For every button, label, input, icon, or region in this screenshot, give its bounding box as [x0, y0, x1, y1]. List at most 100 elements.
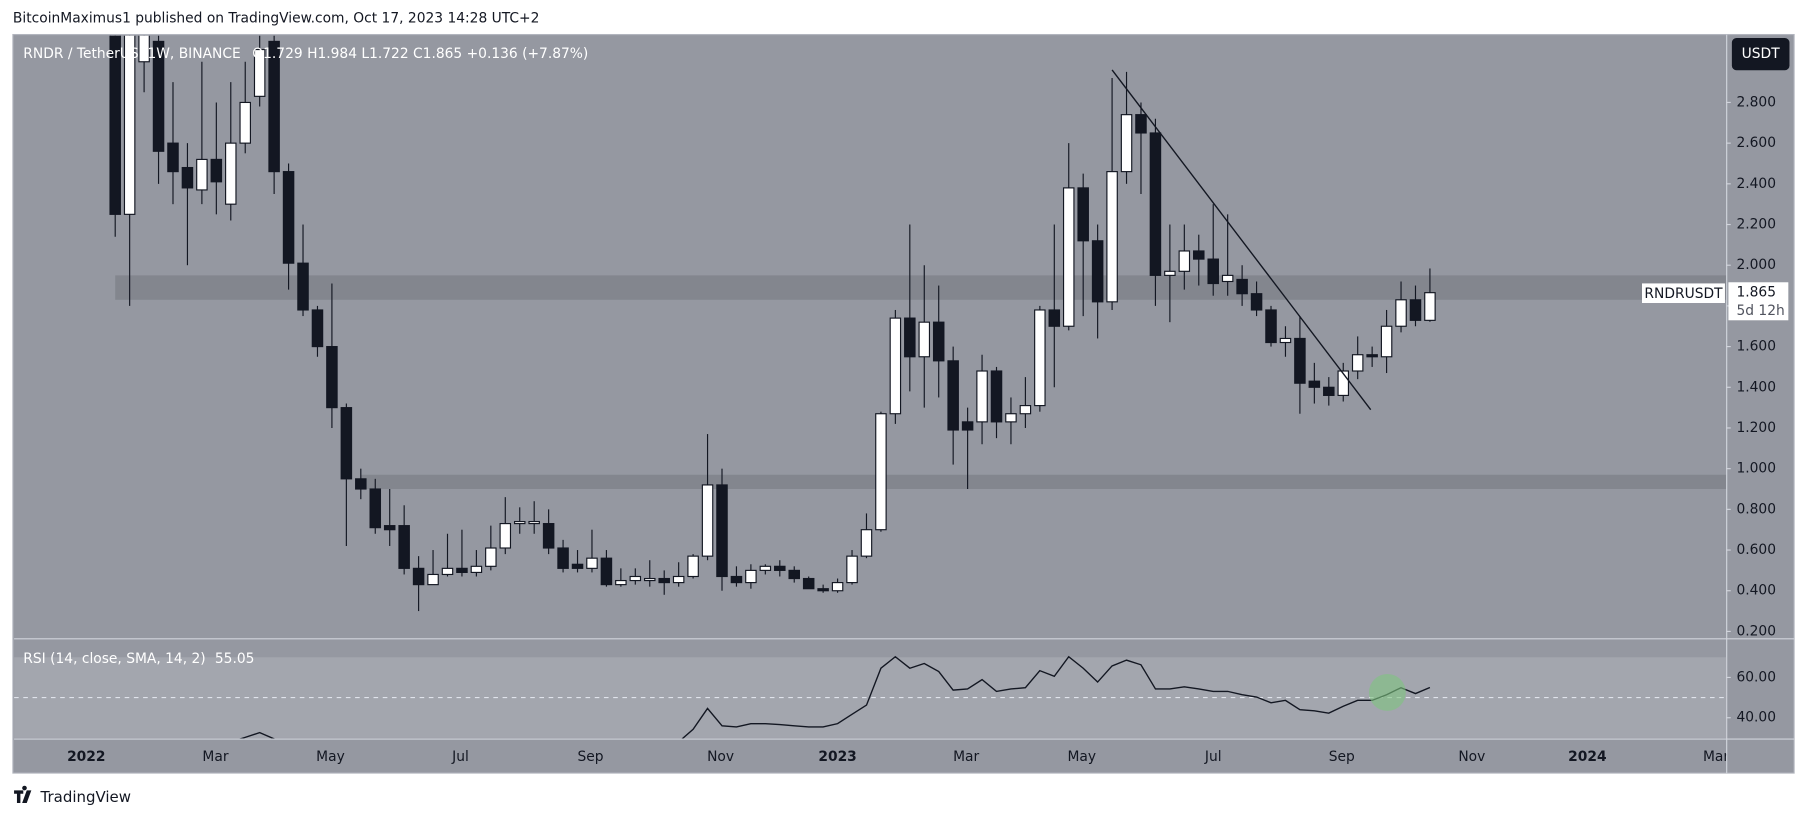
y-tick-label: 2.200 — [1736, 217, 1776, 233]
y-tick-label: 2.600 — [1736, 135, 1776, 151]
candle-body — [875, 413, 887, 531]
candle-body — [253, 48, 266, 97]
candle-body — [759, 565, 772, 571]
y-tick-label: 0.400 — [1736, 583, 1776, 599]
candle-body — [1395, 299, 1407, 327]
candle-body — [1106, 171, 1118, 303]
candle-body — [123, 35, 136, 215]
candle-body — [687, 555, 699, 578]
x-tick-label: 2024 — [1568, 749, 1606, 765]
candle-body — [1062, 187, 1075, 327]
candle-body — [167, 142, 179, 173]
title-text: RNDR / TetherUS, 1W, BINANCE — [23, 46, 240, 62]
candle-body — [1193, 250, 1205, 260]
candle-body — [571, 563, 584, 569]
candle-body — [1048, 309, 1061, 327]
candle-body — [1380, 325, 1393, 358]
candle-body — [282, 171, 295, 264]
candle-body — [557, 547, 569, 569]
candle-body — [716, 484, 728, 578]
candle-body — [542, 523, 555, 549]
candle-body — [788, 569, 800, 580]
y-tick-label: 0.800 — [1736, 501, 1776, 517]
brand-name: TradingView — [40, 788, 131, 806]
candle-body — [932, 321, 945, 362]
x-tick-label: Mar — [1703, 749, 1729, 765]
candle-body — [383, 525, 396, 531]
rsi-legend: RSI (14, close, SMA, 14, 2) 55.05 — [23, 651, 254, 667]
rsi-line — [239, 655, 1431, 739]
candle-body — [1323, 386, 1335, 396]
symbol-title: RNDR / TetherUS, 1W, BINANCE O1.729 H1.98… — [23, 46, 588, 62]
candle-body — [1005, 413, 1017, 423]
candle-body — [918, 321, 931, 358]
candle-body — [1164, 270, 1176, 276]
candle-body — [1178, 250, 1191, 272]
support-zone — [360, 474, 1727, 490]
candle-body — [1077, 187, 1089, 242]
candle-body — [831, 582, 844, 592]
candle-body — [470, 565, 483, 573]
published-note: BitcoinMaximus1 published on TradingView… — [13, 10, 539, 26]
candle-body — [441, 567, 454, 576]
candle-body — [456, 567, 468, 573]
candle-body — [513, 520, 526, 525]
candle-body — [1135, 114, 1147, 134]
y-tick-label: 1.600 — [1736, 339, 1776, 355]
candle-body — [210, 158, 223, 183]
candle-body — [889, 317, 902, 415]
candle-body — [629, 575, 642, 582]
candle-body — [398, 525, 410, 569]
x-tick-label: Nov — [707, 749, 734, 765]
price-axis: 0.200 0.400 0.600 0.800 1.000 1.200 1.400 1.600… — [1726, 94, 1776, 726]
candle-body — [586, 557, 598, 569]
candle-body — [947, 360, 959, 431]
candle-body — [297, 262, 309, 311]
candle-body — [1424, 292, 1436, 321]
candle-body — [860, 529, 873, 557]
currency-button[interactable] — [1731, 38, 1790, 71]
rsi-last-value: 55.05 — [215, 651, 255, 667]
rsi-label: RSI (14, close, SMA, 14, 2) — [23, 651, 205, 667]
symbol-tag — [1642, 283, 1725, 304]
candle-body — [528, 520, 540, 525]
rsi-y-tick-label: 40.00 — [1736, 710, 1776, 726]
rsi-pane — [14, 655, 1727, 739]
y-tick-label: 2.400 — [1736, 176, 1776, 192]
candle-body — [1207, 258, 1219, 285]
candle-body — [904, 317, 916, 358]
candle-body — [109, 35, 121, 215]
currency-label[interactable]: USDT — [1742, 46, 1781, 62]
x-tick-label: Nov — [1458, 749, 1485, 765]
x-tick-label: Mar — [953, 749, 979, 765]
y-tick-label: 1.400 — [1736, 379, 1776, 395]
candle-body — [1294, 337, 1306, 384]
candle-body — [701, 484, 714, 557]
candle-body — [1034, 309, 1046, 407]
support-zone — [115, 275, 1727, 300]
countdown: 5d 12h — [1736, 303, 1784, 319]
trendline — [1111, 69, 1372, 411]
candle-body — [138, 35, 150, 63]
candle-body — [817, 588, 829, 592]
price-pane — [109, 35, 1727, 612]
candle-body — [225, 142, 237, 205]
chart-frame — [12, 33, 1795, 774]
x-tick-label: Sep — [1329, 749, 1355, 765]
candle-body — [1279, 337, 1292, 344]
last-price-tag — [1728, 282, 1789, 321]
y-tick-label: 2.000 — [1736, 257, 1776, 273]
candle-body — [961, 421, 974, 431]
candle-body — [268, 40, 280, 173]
candle-body — [1236, 278, 1248, 295]
candle-body — [774, 565, 786, 571]
candle-body — [181, 166, 194, 189]
candle-body — [499, 523, 512, 549]
candle-body — [1337, 370, 1350, 396]
brand-logo: TradingView — [14, 785, 131, 806]
last-price: 1.865 — [1736, 285, 1776, 301]
symbol-tag-text: RNDRUSDT — [1644, 286, 1723, 302]
candle-body — [355, 478, 367, 490]
candle-body — [427, 573, 439, 586]
